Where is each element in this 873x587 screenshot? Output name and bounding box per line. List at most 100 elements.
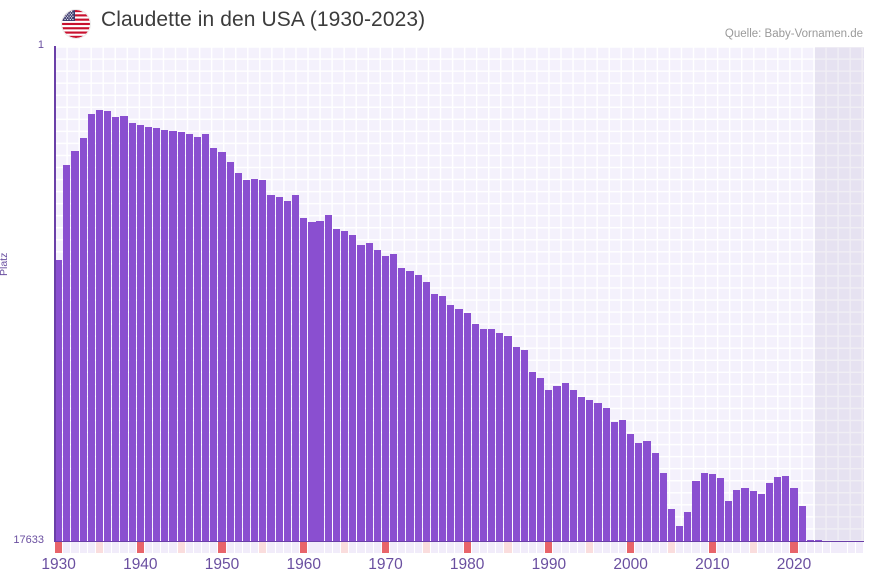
x-axis-tick-marker — [87, 542, 95, 553]
x-axis-tick-label: 1940 — [123, 556, 158, 573]
x-axis-line — [54, 540, 864, 543]
x-axis-tick-marker — [814, 542, 823, 553]
bar — [447, 304, 455, 541]
bar — [357, 244, 365, 541]
x-axis-tick-marker — [112, 542, 120, 553]
bar — [259, 180, 267, 541]
x-axis-tick-marker — [291, 542, 300, 553]
x-axis-tick-marker — [406, 542, 414, 553]
bar — [136, 125, 144, 541]
x-axis-tick-marker — [553, 542, 561, 553]
x-axis-tick-marker — [765, 542, 774, 553]
bar — [242, 180, 251, 541]
x-axis-tick-marker — [275, 542, 283, 553]
x-axis-tick-marker — [439, 542, 447, 553]
y-axis-tick-bottom: 17633 — [13, 534, 44, 546]
bar — [308, 222, 316, 541]
x-axis-tick-marker — [537, 542, 545, 553]
bar — [594, 402, 602, 541]
x-axis-tick-marker — [398, 542, 406, 553]
bar — [104, 111, 112, 541]
x-axis-tick-marker — [185, 542, 193, 553]
x-axis-tick-marker — [120, 542, 128, 553]
bar — [782, 475, 790, 541]
bar — [144, 126, 153, 541]
x-axis-tick-marker — [741, 542, 749, 553]
bar — [283, 201, 291, 541]
bar — [251, 178, 259, 541]
x-axis-tick-label: 1930 — [41, 556, 76, 573]
x-axis-tick-marker — [627, 542, 635, 553]
bar — [537, 377, 545, 541]
x-axis-tick-marker — [594, 542, 602, 553]
x-axis-tick-label: 1970 — [368, 556, 403, 573]
x-axis-tick-marker — [210, 542, 218, 553]
x-axis-tick-marker — [716, 542, 725, 553]
x-axis-tick-marker — [414, 542, 422, 553]
x-axis-tick-label: 2000 — [613, 556, 648, 573]
bar — [153, 128, 161, 541]
bar — [169, 131, 177, 541]
bar — [643, 440, 651, 541]
bar — [267, 195, 275, 541]
x-axis-tick-marker — [692, 542, 700, 553]
bar — [234, 173, 242, 541]
x-axis-tick-marker — [676, 542, 684, 553]
bar — [414, 275, 422, 541]
bar — [471, 324, 479, 541]
bar — [87, 114, 95, 541]
bar — [439, 296, 447, 541]
x-axis-tick-marker — [586, 542, 594, 553]
x-axis-tick-marker — [806, 542, 814, 553]
x-axis-tick-marker — [349, 542, 357, 553]
page-title: Claudette in den USA (1930-2023) — [101, 8, 426, 31]
x-axis-labels: 1930 1940 1950 1960 1970 1980 1990 2000 2010 2020 — [0, 556, 873, 580]
bars-layer — [55, 47, 864, 541]
bar — [716, 478, 725, 541]
x-axis-tick-marker — [63, 542, 71, 553]
bar — [95, 110, 104, 541]
bar — [71, 150, 79, 541]
x-axis-tick-marker — [659, 542, 667, 553]
bar — [741, 488, 749, 541]
x-axis-tick-label: 2020 — [776, 556, 812, 573]
y-axis-line — [54, 46, 56, 542]
bar — [586, 400, 594, 541]
bar — [324, 215, 332, 541]
x-axis-tick-marker — [300, 542, 308, 553]
bar — [341, 230, 349, 541]
x-axis-tick-marker — [251, 542, 259, 553]
x-axis-tick-marker — [144, 542, 153, 553]
x-axis-tick-marker — [708, 542, 716, 553]
x-axis-tick-marker — [242, 542, 251, 553]
x-axis-tick-marker — [700, 542, 708, 553]
x-axis-tick-marker — [569, 542, 577, 553]
bar — [733, 489, 741, 541]
bar — [422, 282, 430, 541]
x-axis-tick-marker — [561, 542, 569, 553]
bar — [504, 335, 512, 541]
x-axis-tick-marker — [733, 542, 741, 553]
x-axis-tick-marker — [373, 542, 381, 553]
bar — [577, 397, 586, 541]
bar — [455, 308, 463, 541]
x-axis-tick-marker — [577, 542, 586, 553]
bar — [398, 268, 406, 541]
x-axis-tick-marker — [390, 542, 398, 553]
x-axis-tick-marker — [774, 542, 782, 553]
x-axis-tick-marker — [422, 542, 430, 553]
x-axis-tick-marker — [610, 542, 618, 553]
x-axis-tick-marker — [847, 542, 855, 553]
x-axis-tick-label: 2010 — [695, 556, 730, 573]
bar — [627, 433, 635, 541]
x-axis-tick-marker — [226, 542, 234, 553]
x-axis-tick-marker — [283, 542, 291, 553]
x-axis-tick-marker — [512, 542, 520, 553]
x-axis-tick-label: 1960 — [286, 556, 321, 573]
bar — [757, 493, 765, 541]
bar — [569, 390, 577, 541]
x-axis-tick-marker — [95, 542, 104, 553]
x-axis-tick-label: 1950 — [204, 556, 240, 573]
x-axis-tick-marker — [136, 542, 144, 553]
x-axis-tick-marker — [725, 542, 733, 553]
